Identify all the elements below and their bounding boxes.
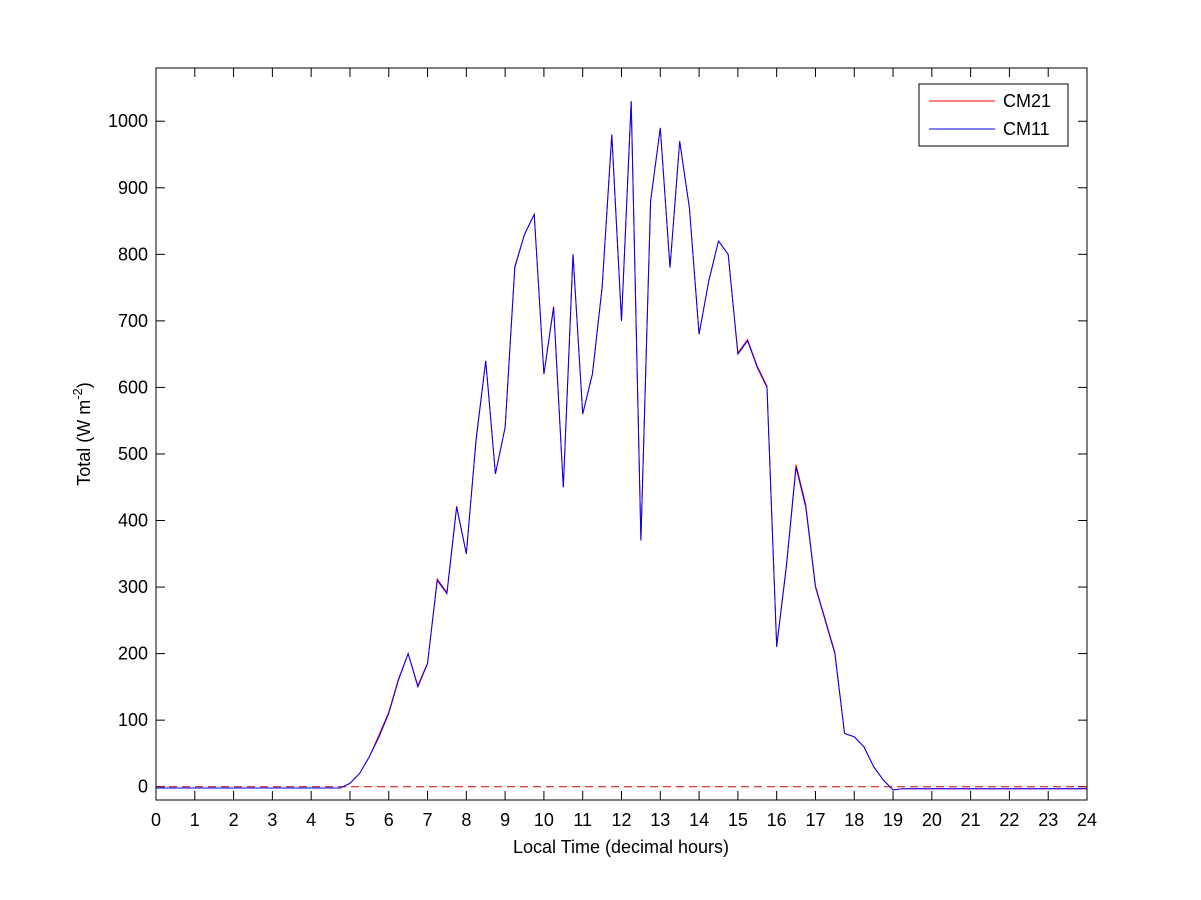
x-tick-label: 13: [650, 810, 670, 830]
x-tick-label: 5: [345, 810, 355, 830]
plot-frame: [155, 67, 1088, 801]
x-tick-label: 24: [1077, 810, 1097, 830]
y-tick-label: 400: [118, 511, 148, 531]
y-tick-label: 300: [118, 577, 148, 597]
x-tick-label: 4: [306, 810, 316, 830]
y-tick-label: 0: [138, 777, 148, 797]
x-tick-label: 2: [229, 810, 239, 830]
x-tick-label: 18: [844, 810, 864, 830]
x-tick-label: 23: [1038, 810, 1058, 830]
x-tick-label: 8: [461, 810, 471, 830]
x-tick-label: 14: [689, 810, 709, 830]
legend-label: CM21: [1003, 91, 1051, 111]
y-tick-label: 700: [118, 311, 148, 331]
legend-label: CM11: [1003, 119, 1050, 139]
y-label-sup: -2: [70, 388, 85, 400]
y-tick-label: 1000: [108, 111, 148, 131]
y-label-end: ): [74, 382, 94, 388]
x-tick-label: 6: [384, 810, 394, 830]
x-tick-label: 21: [961, 810, 981, 830]
x-tick-label: 9: [500, 810, 510, 830]
x-tick-label: 11: [573, 810, 592, 830]
x-tick-label: 7: [423, 810, 433, 830]
y-tick-label: 100: [118, 710, 148, 730]
x-tick-label: 3: [267, 810, 277, 830]
y-tick-label: 800: [118, 244, 148, 264]
x-tick-label: 17: [805, 810, 825, 830]
y-label-text: Total (W m: [74, 400, 94, 486]
legend-box: [918, 83, 1069, 147]
x-tick-label: 10: [534, 810, 554, 830]
x-tick-label: 15: [728, 810, 748, 830]
y-tick-label: 600: [118, 377, 148, 397]
x-tick-label: 16: [767, 810, 787, 830]
series-line: [156, 101, 1087, 791]
x-tick-label: 0: [151, 810, 161, 830]
x-tick-label: 12: [611, 810, 631, 830]
x-tick-label: 19: [883, 810, 903, 830]
y-tick-label: 200: [118, 644, 148, 664]
x-tick-label: 1: [190, 810, 200, 830]
x-axis-label: Local Time (decimal hours): [513, 837, 729, 857]
y-tick-label: 500: [118, 444, 148, 464]
y-tick-label: 900: [118, 178, 148, 198]
x-tick-label: 20: [922, 810, 942, 830]
y-axis-label: Total (W m-2): [70, 382, 94, 486]
x-tick-label: 22: [999, 810, 1019, 830]
